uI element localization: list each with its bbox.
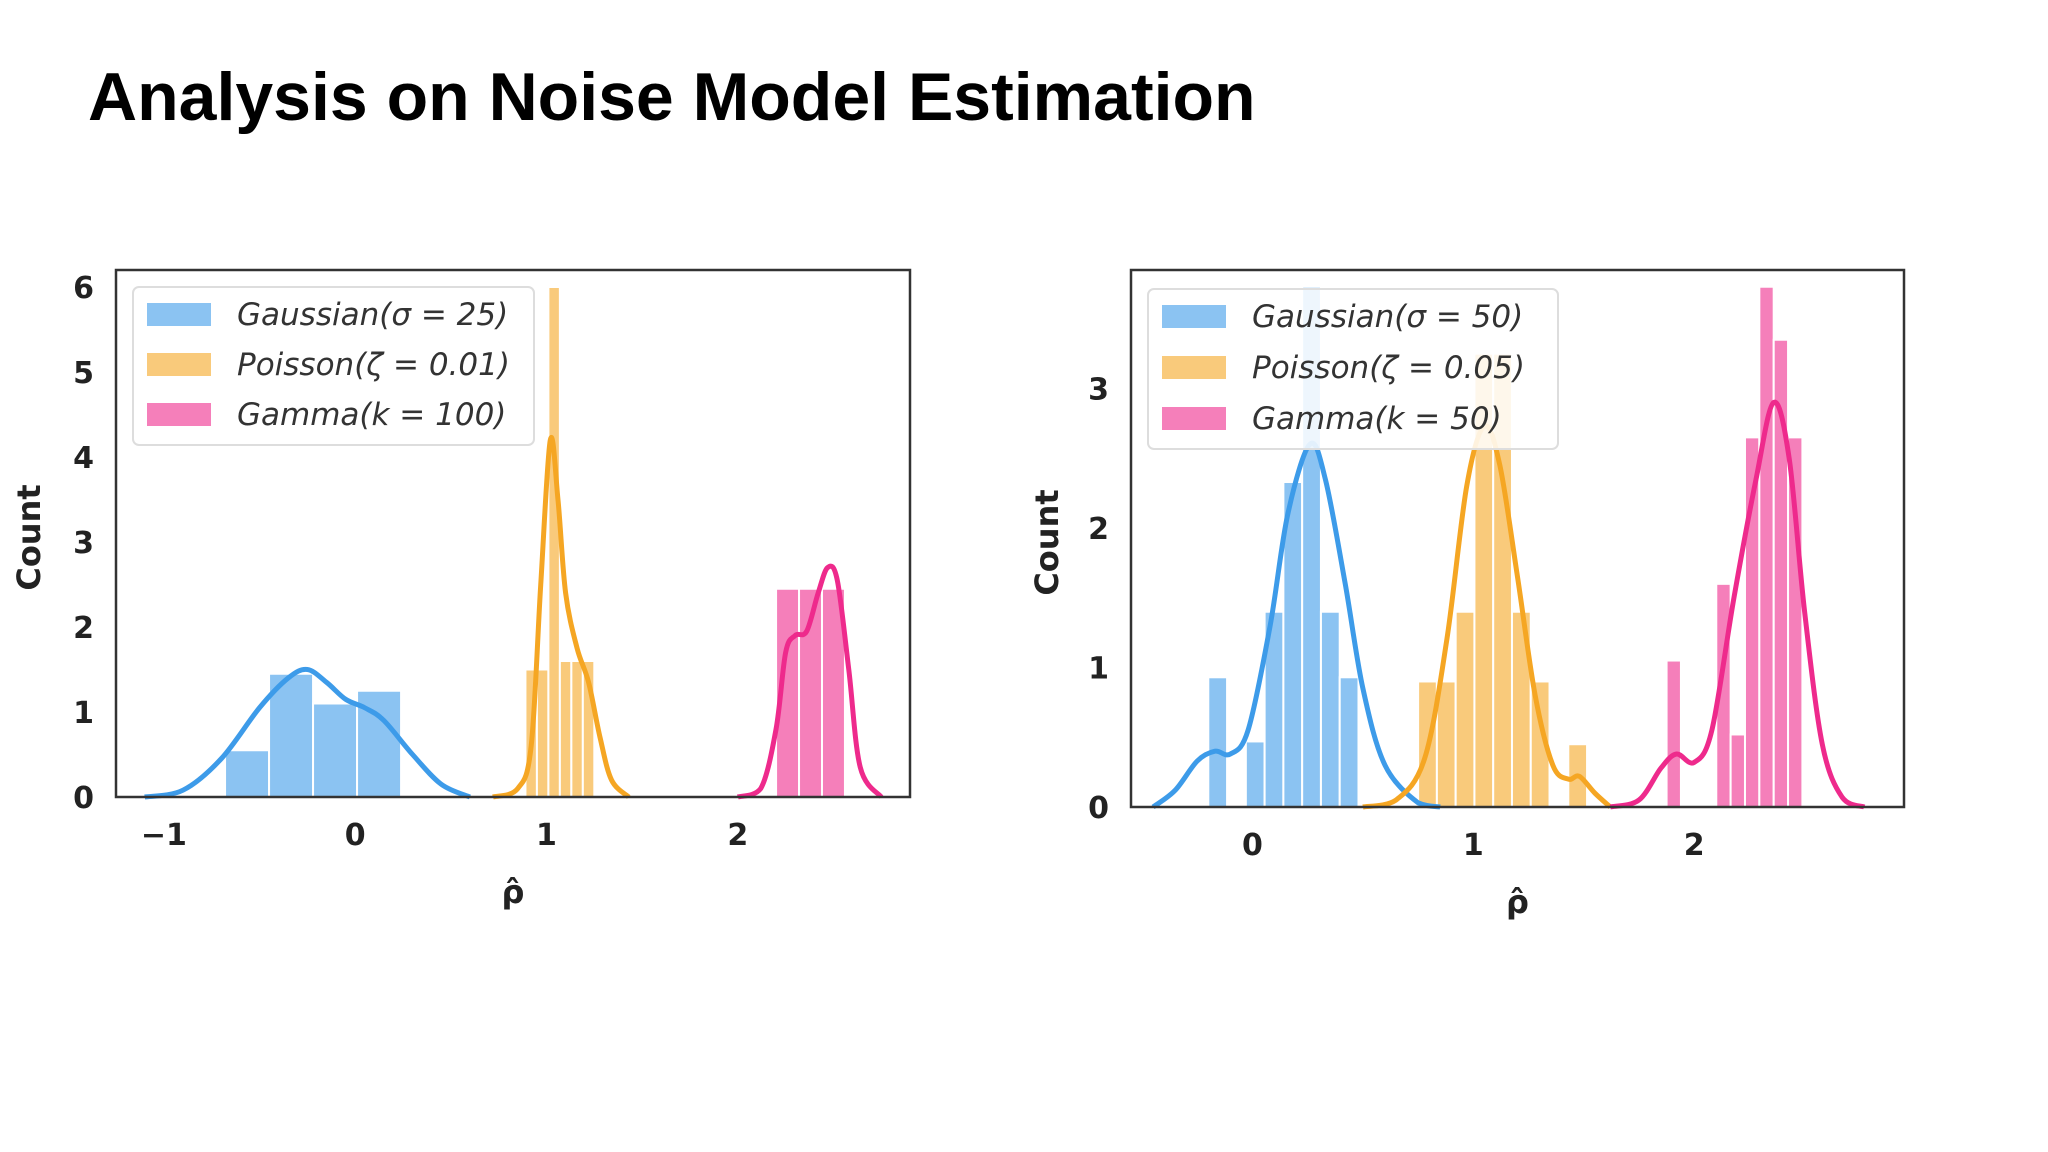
legend-swatch (1162, 305, 1226, 328)
series-gaussian-kde-line (1151, 440, 1441, 810)
x-tick-label: 2 (1684, 828, 1705, 863)
y-axis-label: Count (10, 484, 48, 590)
legend-box (1147, 288, 1559, 450)
series-poisson-kde-line (1362, 423, 1612, 810)
bar (1665, 659, 1682, 809)
legend-swatch (147, 403, 211, 426)
y-tick-label: 3 (73, 526, 94, 561)
legend-entry-gamma: Gamma(k = 100) (237, 397, 506, 433)
bar (1758, 285, 1775, 808)
bar (547, 286, 561, 798)
bar (570, 660, 584, 798)
x-tick-label: −1 (141, 818, 187, 853)
bar (535, 668, 550, 798)
bar (1319, 610, 1341, 809)
y-tick-label: 1 (1088, 652, 1109, 687)
legend-entry-gaussian: Gaussian(σ = 25) (237, 297, 508, 333)
y-tick-label: 1 (73, 696, 94, 731)
y-tick-label: 0 (73, 781, 94, 816)
y-axis-label: Count (1028, 489, 1066, 595)
legend-swatch (147, 303, 211, 326)
series-gaussian-kde-line (144, 666, 471, 800)
legend-box (132, 286, 535, 446)
chart-right: 0 1 2 3 0 1 2 Count ρ̂ Gaussian(σ = 50) Poisson(ζ … (1028, 268, 1906, 921)
legend-swatch (1162, 407, 1226, 430)
bar (268, 672, 315, 798)
series-poisson-bars (1417, 352, 1589, 809)
legend-entry-gamma: Gamma(k = 50) (1252, 401, 1502, 437)
legend-swatch (1162, 356, 1226, 379)
x-tick-label: 0 (1242, 828, 1263, 863)
series-gamma-bars (1665, 285, 1804, 809)
x-tick-label: 1 (1463, 828, 1484, 863)
series-gaussian-bars (224, 672, 403, 798)
x-tick-label: 1 (536, 818, 557, 853)
plot-frame (114, 268, 912, 799)
bar (558, 660, 573, 798)
y-tick-label: 3 (1088, 373, 1109, 408)
x-axis-label: ρ̂ (502, 873, 525, 911)
series-gamma-kde-line (1609, 399, 1866, 810)
bar (312, 702, 359, 798)
bar (1454, 610, 1476, 809)
bar (1244, 740, 1266, 808)
x-tick-label: 2 (727, 818, 748, 853)
bar (1207, 676, 1229, 809)
y-tick-label: 2 (1088, 512, 1109, 547)
plot-frame (1129, 268, 1906, 809)
y-tick-label: 4 (73, 441, 94, 476)
bar (356, 689, 403, 798)
bar (1729, 733, 1746, 809)
series-poisson-kde-line (492, 435, 631, 800)
y-tick-label: 6 (73, 271, 94, 306)
legend-swatch (147, 353, 211, 376)
legend-entry-poisson: Poisson(ζ = 0.01) (237, 347, 510, 383)
chart-left: 0 1 2 3 4 5 6 −1 0 1 2 Count ρ̂ Gaussian(σ = 25) Poiss… (10, 268, 912, 911)
bar (1338, 676, 1360, 809)
legend-entry-gaussian: Gaussian(σ = 50) (1252, 299, 1523, 335)
legend: Gaussian(σ = 50) Poisson(ζ = 0.05) Gamma(k… (1147, 288, 1559, 450)
bar (224, 749, 271, 798)
y-tick-label: 5 (73, 356, 94, 391)
series-gamma-kde-line (736, 563, 884, 800)
legend: Gaussian(σ = 25) Poisson(ζ = 0.01) Gamma(k… (132, 286, 535, 446)
x-tick-label: 0 (345, 818, 366, 853)
x-axis-label: ρ̂ (1506, 883, 1529, 921)
legend-entry-poisson: Poisson(ζ = 0.05) (1252, 350, 1525, 386)
slide-title: Analysis on Noise Model Estimation (88, 59, 1256, 135)
y-tick-label: 0 (1088, 791, 1109, 826)
y-tick-label: 2 (73, 611, 94, 646)
